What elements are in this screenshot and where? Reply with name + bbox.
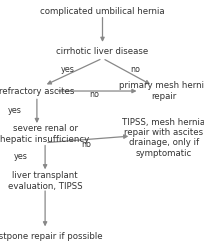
Text: yes: yes [13, 152, 27, 161]
Text: no: no [130, 65, 140, 74]
Text: primary mesh hernia
repair: primary mesh hernia repair [118, 81, 204, 101]
Text: postpone repair if possible: postpone repair if possible [0, 232, 102, 241]
Text: yes: yes [7, 106, 21, 115]
Text: severe renal or
hepatic insufficiency: severe renal or hepatic insufficiency [0, 124, 89, 144]
Text: TIPSS, mesh hernia
repair with ascites
drainage, only if
symptomatic: TIPSS, mesh hernia repair with ascites d… [122, 118, 204, 158]
Text: complicated umbilical hernia: complicated umbilical hernia [40, 7, 164, 15]
Text: cirrhotic liver disease: cirrhotic liver disease [56, 47, 148, 56]
Text: no: no [89, 90, 99, 99]
Text: yes: yes [60, 65, 74, 74]
Text: no: no [81, 140, 91, 149]
Text: refractory ascites: refractory ascites [0, 87, 74, 95]
Text: liver transplant
evaluation, TIPSS: liver transplant evaluation, TIPSS [8, 171, 82, 190]
